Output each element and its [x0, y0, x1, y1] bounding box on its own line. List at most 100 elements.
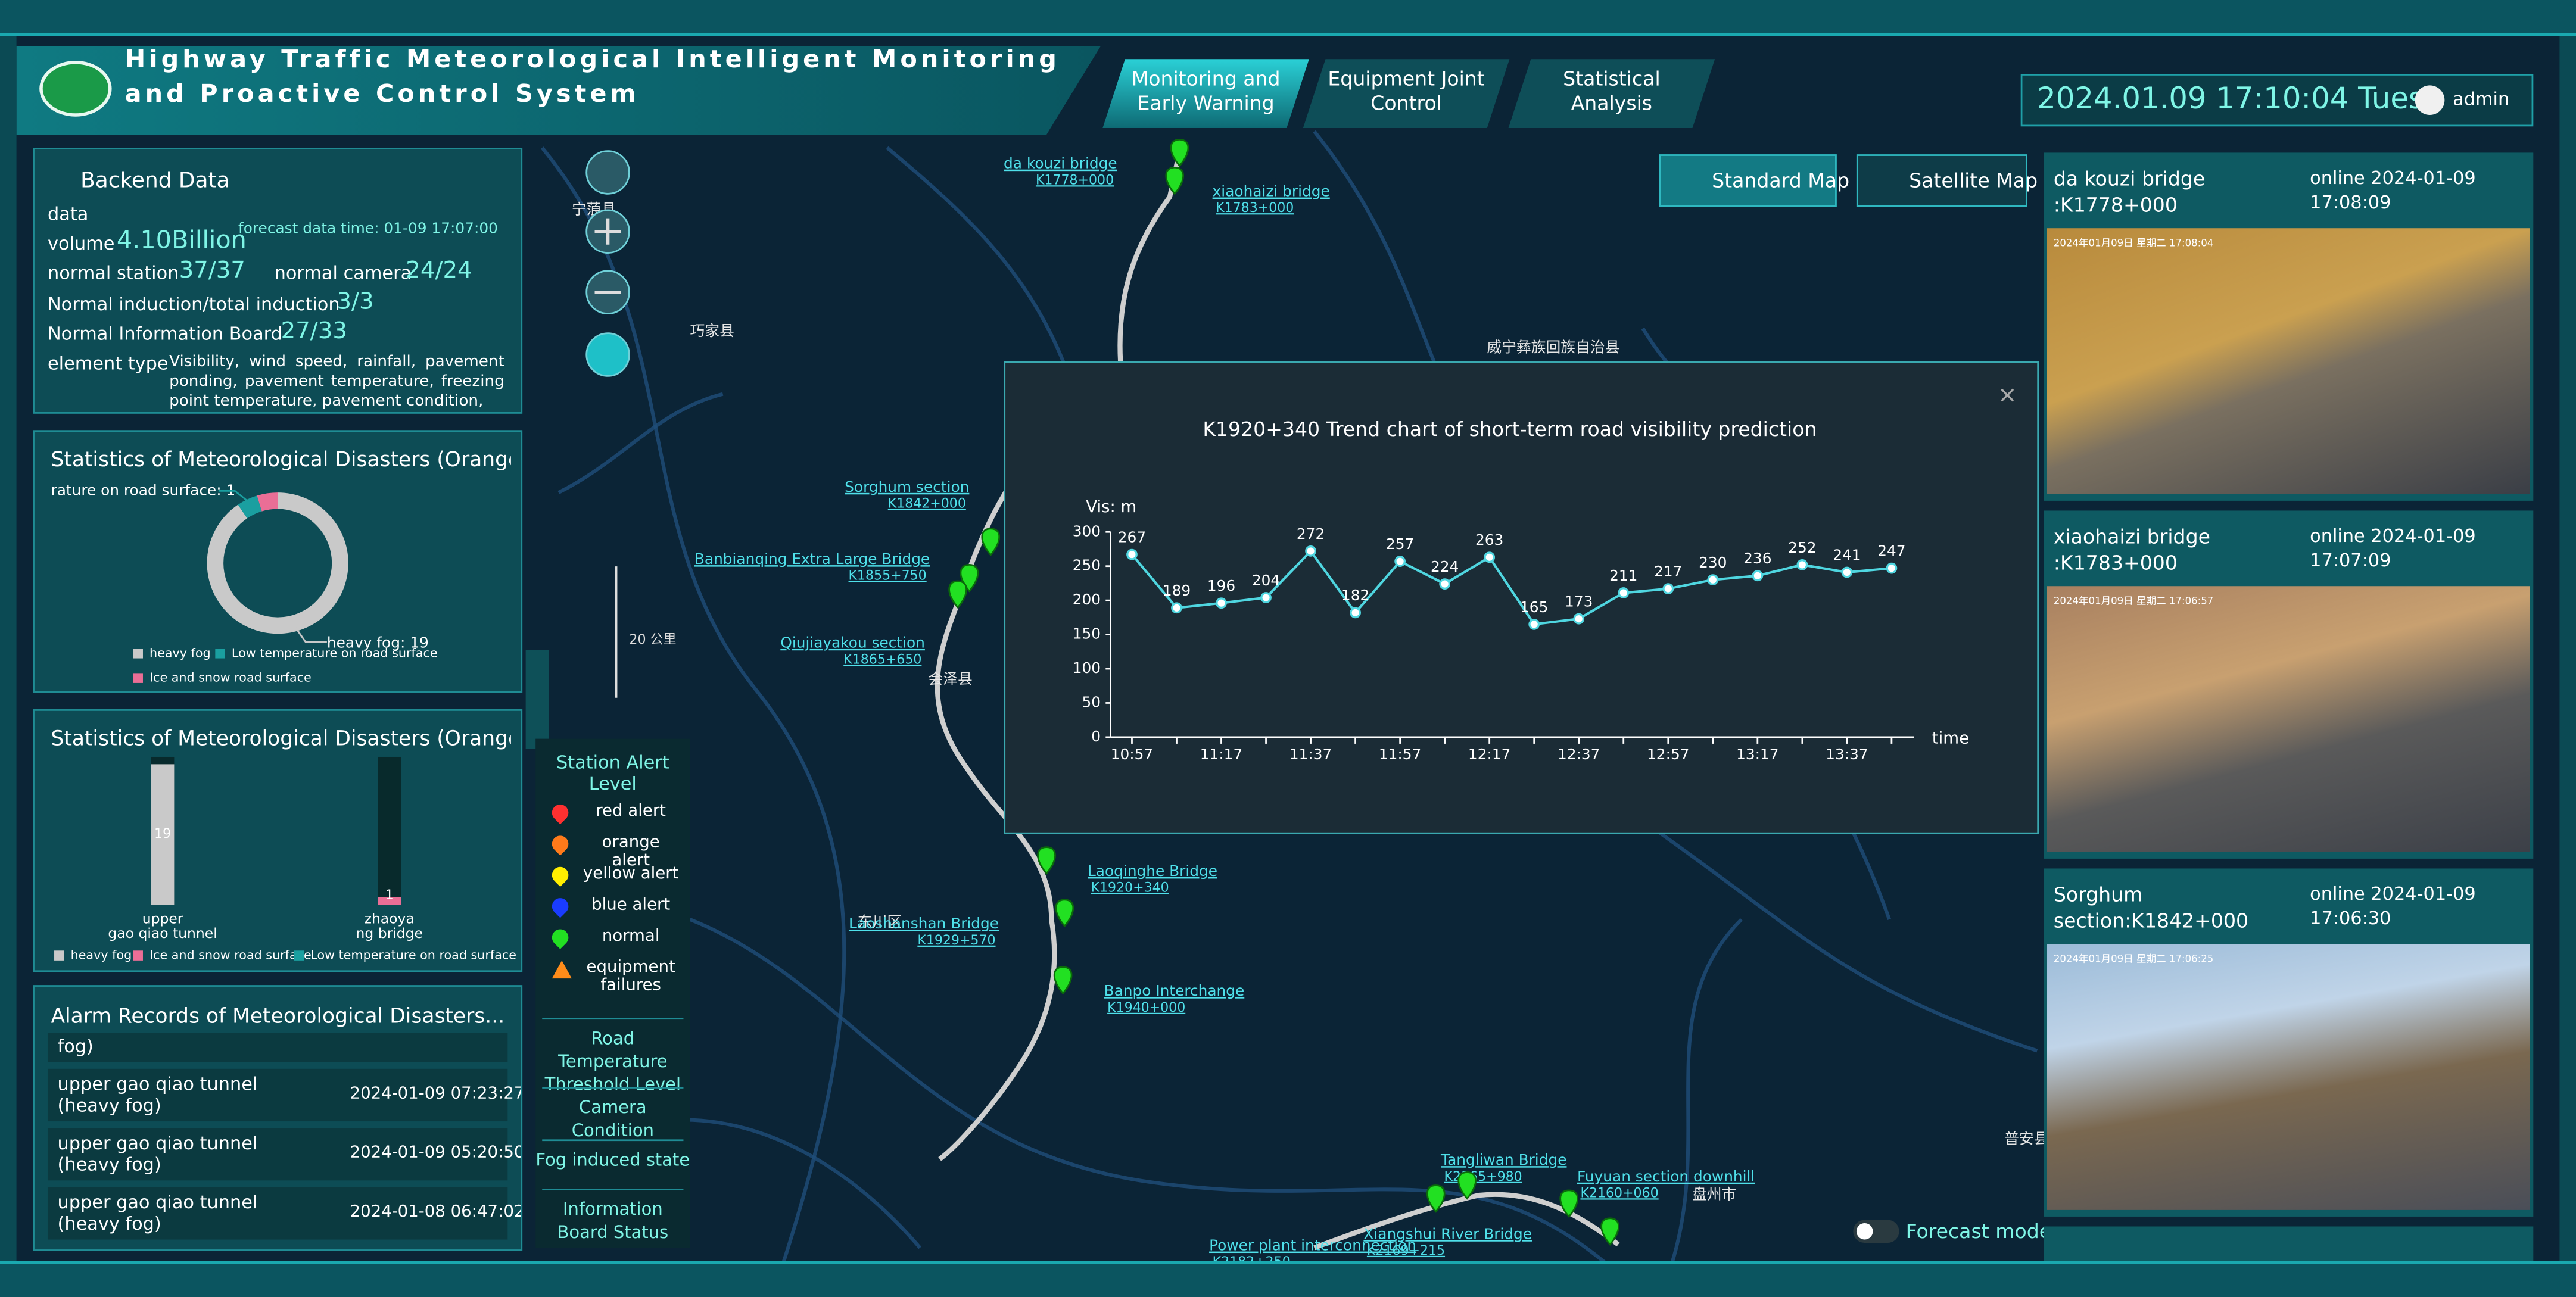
x-tick-label: 13:37 — [1826, 746, 1868, 763]
legend-button[interactable]: Fog induced state — [535, 1151, 690, 1171]
legend-label: red alert — [596, 803, 666, 821]
nav-tab-label[interactable]: Monitoring and Early Warning — [1131, 67, 1281, 115]
legend-label: orange alert — [602, 834, 660, 871]
nav-tab-label[interactable]: Equipment Joint Control — [1328, 67, 1485, 115]
legend-button[interactable]: Camera Condition — [571, 1098, 654, 1142]
camera-card[interactable]: da kouzi bridge :K1778+000 online 2024-01… — [2044, 152, 2534, 501]
system-title: and Proactive Control System — [124, 79, 640, 108]
legend-button[interactable]: Information Board Status — [557, 1200, 669, 1243]
bar-segment — [378, 897, 401, 905]
station-km: K1778+000 — [1036, 173, 1114, 188]
map-road — [557, 392, 724, 494]
station-marker — [1600, 1217, 1619, 1246]
station-km: K2160+060 — [1580, 1186, 1658, 1201]
legend-button[interactable]: Road Temperature Threshold Level — [544, 1029, 681, 1095]
legend-label: heavy fog — [71, 948, 132, 962]
legend-label: blue alert — [591, 896, 671, 915]
station-marker — [1053, 966, 1073, 995]
alarm-time: 2024-01-08 06:47:02 — [350, 1203, 523, 1222]
x-tick-label: 13:17 — [1736, 746, 1778, 763]
popup-close[interactable]: × — [1998, 382, 2017, 409]
map-road — [540, 146, 846, 1297]
panel-title: Backend Data — [80, 169, 230, 194]
y-tick-label: 250 — [1073, 557, 1101, 574]
legend-swatch — [133, 673, 143, 683]
map-button[interactable] — [1659, 154, 1837, 207]
data-point — [1886, 562, 1898, 574]
station-name: Qiujiayakou section — [780, 634, 925, 651]
data-point — [1707, 574, 1719, 586]
toggle-knob — [1856, 1223, 1873, 1240]
x-tick-label: 12:17 — [1468, 746, 1510, 763]
data-point — [1796, 559, 1808, 570]
bar-value: 1 — [385, 888, 394, 903]
y-axis-label: Vis: m — [1086, 497, 1136, 516]
data-label: 189 — [1163, 582, 1191, 599]
x-tick-label: 11:57 — [1379, 746, 1421, 763]
data-point — [1528, 618, 1540, 630]
datetime-box — [2020, 74, 2534, 127]
legend-label: normal — [602, 927, 660, 946]
user[interactable]: admin — [2453, 88, 2510, 110]
camera-image: 2024年01月09日 星期二 17:06:25 — [2047, 944, 2530, 1210]
station-marker — [1457, 1171, 1477, 1200]
alarm-location: fog) — [57, 1036, 94, 1058]
nav-tab-label[interactable]: Statistical Analysis — [1563, 67, 1661, 115]
forecast-label[interactable]: Forecast mode — [1905, 1220, 2052, 1243]
y-tick-label: 200 — [1073, 591, 1101, 608]
legend-icon — [549, 863, 572, 887]
bar-category: gao qiao tunnel — [108, 925, 217, 941]
data-label: 241 — [1833, 546, 1861, 563]
map-button-label[interactable]: Standard Map — [1712, 169, 1850, 192]
backend-text: volume — [47, 233, 115, 255]
map-tool[interactable] — [585, 150, 630, 195]
panel-title: Alarm Records of Meteorological Disaster… — [51, 1003, 505, 1028]
station-marker — [1559, 1189, 1578, 1218]
alarm-row[interactable]: upper gao qiao tunnel (heavy fog) 2024-01… — [47, 1068, 521, 1122]
legend-label: Ice and snow road surface — [149, 948, 312, 962]
data-point — [1171, 602, 1182, 614]
station-name: Banbianqing Extra Large Bridge — [694, 550, 930, 568]
station-km: K1920+340 — [1091, 881, 1169, 896]
place-name: 巧家县 — [690, 322, 734, 339]
data-label: 272 — [1297, 525, 1325, 543]
station-name: Fuyuan section downhill — [1577, 1168, 1755, 1185]
legend-icon — [549, 832, 572, 856]
bar-value: 19 — [154, 827, 171, 841]
map-road — [689, 918, 1644, 1297]
y-tick-label: 50 — [1082, 693, 1101, 710]
map-button-label[interactable]: Satellite Map — [1909, 169, 2038, 192]
data-label: 165 — [1520, 598, 1548, 616]
donut-panel: Statistics of Meteorological Disasters (… — [33, 430, 523, 693]
collapse-tab[interactable] — [525, 650, 549, 749]
bar-panel: Statistics of Meteorological Disasters (… — [33, 709, 523, 972]
camera-stamp: 2024年01月09日 星期二 17:06:25 — [2053, 953, 2214, 966]
backend-text: 37/37 — [179, 257, 245, 284]
station-km: K1783+000 — [1216, 201, 1294, 216]
data-label: 224 — [1431, 558, 1459, 575]
alarm-location: upper gao qiao tunnel (heavy fog) — [57, 1074, 258, 1117]
backend-text: Normal Information Board — [47, 323, 282, 345]
data-point — [1260, 592, 1272, 603]
data-point — [1752, 570, 1764, 582]
map-button[interactable] — [1856, 154, 2027, 207]
left-frame — [0, 36, 17, 1261]
camera-status: online 2024-01-09 17:07:09 — [2310, 525, 2476, 572]
place-name: 盘州市 — [1692, 1186, 1736, 1203]
legend-swatch — [54, 950, 64, 961]
camera-card[interactable]: Sorghum section:K1842+000 online 2024-01-… — [2044, 868, 2534, 1217]
map-road — [1658, 918, 1743, 1297]
alarm-row[interactable]: fog) — [47, 1033, 508, 1062]
station-km: K2169+215 — [1367, 1243, 1445, 1258]
highway — [1313, 1192, 1620, 1251]
alarm-row[interactable]: upper gao qiao tunnel (heavy fog) 2024-01… — [47, 1128, 521, 1181]
data-point — [1305, 545, 1316, 557]
map-tool[interactable] — [585, 332, 630, 377]
element-types: Visibility, wind speed, rainfall, paveme… — [169, 353, 504, 409]
place-name: 东川区 — [858, 913, 902, 930]
legend-icon — [552, 960, 572, 979]
data-point — [1841, 566, 1853, 578]
alarm-row[interactable]: upper gao qiao tunnel (heavy fog) 2024-01… — [47, 1187, 521, 1240]
camera-card[interactable]: xiaohaizi bridge :K1783+000 online 2024-0… — [2044, 510, 2534, 859]
station-marker — [1170, 138, 1189, 167]
